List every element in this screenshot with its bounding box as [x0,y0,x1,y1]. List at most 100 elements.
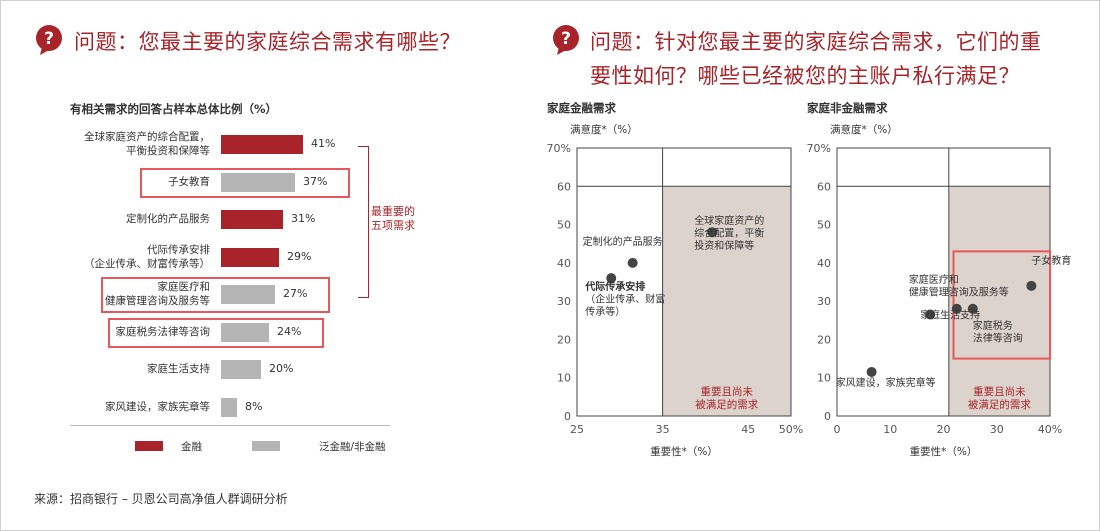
scatter-point [866,366,877,377]
bar-category-label: 定制化的产品服务 [126,212,210,226]
point-label: 综合配置，平衡 [694,227,764,240]
highlight-box [101,277,330,313]
point-label: 法律等咨询 [973,331,1023,344]
x-tick-label: 35 [656,423,670,436]
bar-category-label: 家庭生活支持 [147,362,210,376]
region-label: 重要且尚未 [973,385,1026,398]
svg-text:?: ? [561,29,571,49]
bar-category-label-line: 定制化的产品服务 [126,213,210,225]
bar-category-label: 家庭税务法律等咨询 [116,325,211,339]
bar-category-label-line: 家庭医疗和 [157,281,211,293]
scatter-xlabel: 重要性*（%） [910,445,978,458]
bar-category-label: 家风建设，家族宪章等 [105,400,210,414]
bar-chart-subtitle: 有相关需求的回答占样本总体比例（%） [70,102,278,116]
bar-category-label-line: 子女教育 [168,175,210,188]
x-tick-label: 40% [1038,423,1062,436]
y-tick-label: 20 [557,333,571,346]
point-label: 家庭生活支持 [920,309,980,322]
scatter-ylabel: 满意度*（%） [830,123,898,136]
y-tick-label: 20 [817,333,831,346]
bar-value-label: 24% [277,324,302,338]
highlight-box [140,167,350,198]
point-label: 全球家庭资产的 [694,214,764,227]
y-tick-label: 10 [817,372,831,385]
scatter-xlabel: 重要性*（%） [650,445,718,458]
legend-swatch-finance [135,441,163,451]
bar-category-label-line: 代际传承安排 [147,243,210,256]
question-icon: ? [553,25,579,55]
bar-category-label: 家庭医疗和健康管理咨询及服务等 [105,280,210,308]
bar-value-label: 41% [311,137,336,150]
bar [221,210,283,229]
bar [221,285,275,304]
point-label: （企业传承、财富 [585,293,665,306]
y-tick-label: 10 [557,372,571,385]
source-note: 来源：招商银行 – 贝恩公司高净值人群调研分析 [34,492,288,506]
x-tick-label: 20 [937,423,951,436]
x-tick-label: 50% [779,423,803,436]
question-icon: ? [36,25,62,55]
bar [221,360,261,379]
bar [221,247,279,267]
point-label: 定制化的产品服务 [583,235,663,248]
point-label: 子女教育 [1031,254,1071,267]
y-tick-label: 30 [817,295,831,308]
bar-value-label: 20% [269,362,294,375]
plot-frame [576,147,792,417]
bar-category-label-line: 家庭税务法律等咨询 [115,325,211,338]
bar-category-label: 代际传承安排 （企业传承、财富传承等） [84,243,210,271]
y-tick-label: 0 [564,410,571,423]
x-tick-label: 25 [570,423,584,436]
bar-value-label: 8% [245,399,263,413]
region-label: 被满足的需求 [695,398,758,411]
bar-category-label: 子女教育 [168,175,210,189]
right-title-line1: 问题：针对您最主要的家庭综合需求，它们的重 [590,30,1042,54]
unmet-needs-region [948,186,1050,416]
bar-category-label-line: 家庭生活支持 [147,363,210,375]
bar-category-label-line: （企业传承、财富传承等） [84,257,210,270]
x-tick-label: 10 [883,423,897,436]
unmet-needs-region [662,186,791,416]
top5-note-line1: 最重要的 [371,205,415,218]
point-label: 家风建设，家族宪章等 [836,376,936,389]
bar-value-label: 37% [303,174,328,188]
y-tick-label: 30 [557,295,571,308]
y-tick-label: 60 [557,180,571,193]
y-tick-label: 50 [817,219,831,232]
top5-note-line2: 五项需求 [371,219,415,232]
legend-label-nonfinance: 泛金融/非金融 [319,441,386,453]
bar-category-label-line: 健康管理咨询及服务等 [105,295,210,307]
bar-chart-baseline [70,425,390,426]
y-tick-label: 70% [547,142,571,155]
legend-label-finance: 金融 [181,441,202,453]
scatter-point [951,303,962,314]
point-label: 代际传承安排 [584,280,645,293]
bar-value-label: 31% [291,212,316,225]
y-tick-label: 40 [557,257,571,270]
point-label: 投资和保障等 [694,239,754,252]
point-label: 传承等） [585,305,625,318]
point-label: 家庭医疗和 [909,273,959,286]
y-tick-label: 70% [807,142,831,155]
region-label: 重要且尚未 [701,385,754,398]
y-tick-label: 40 [817,257,831,270]
scatter-title: 家庭非金融需求 [807,101,888,115]
scatter-point [627,257,638,268]
bar-category-label-line: 全球家庭资产的综合配置， [84,131,210,143]
scatter-title: 家庭金融需求 [547,101,616,115]
bar-category-label: 全球家庭资产的综合配置， 平衡投资和保障等 [84,130,210,158]
scatter-ylabel: 满意度*（%） [570,123,638,136]
y-tick-label: 0 [824,410,831,423]
bar-category-label-line: 家风建设，家族宪章等 [105,400,210,413]
scatter-point [707,227,718,238]
left-title: 问题：您最主要的家庭综合需求有哪些？ [74,30,461,54]
top5-bracket [358,146,369,298]
bar [221,135,303,154]
bar [221,397,237,417]
region-label: 被满足的需求 [968,398,1031,411]
scatter-point [1026,280,1037,291]
highlight-box [952,250,1051,360]
scatter-point [606,273,617,284]
x-tick-label: 30 [990,423,1004,436]
